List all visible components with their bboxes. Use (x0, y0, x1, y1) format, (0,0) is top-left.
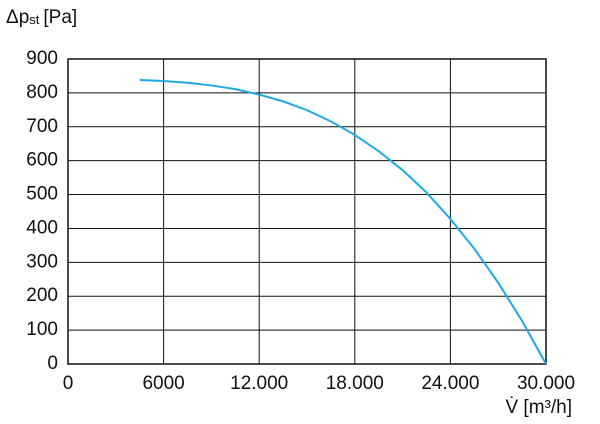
y-tick-label: 300 (26, 251, 58, 272)
x-tick-label: 24.000 (421, 373, 479, 394)
y-tick-label: 0 (47, 353, 58, 374)
y-label-unit: [Pa] (43, 7, 77, 28)
y-tick-label: 700 (26, 116, 58, 137)
y-tick-label: 100 (26, 319, 58, 340)
x-tick-label: 30.000 (517, 373, 575, 394)
y-tick-label: 400 (26, 217, 58, 238)
x-tick-label: 18.000 (326, 373, 384, 394)
x-tick-label: 6000 (142, 373, 184, 394)
y-tick-label: 900 (26, 48, 58, 69)
y-label-subscript: st (29, 12, 40, 27)
x-tick-label: 0 (63, 373, 74, 394)
y-tick-label: 200 (26, 285, 58, 306)
y-tick-label: 500 (26, 184, 58, 205)
y-axis-label: Δpst [Pa] (6, 7, 77, 28)
y-tick-label: 800 (26, 82, 58, 103)
x-axis-label: V̇ [m³/h] (505, 397, 572, 418)
curve (139, 79, 547, 365)
plot-frame (67, 58, 547, 365)
y-tick-label: 600 (26, 150, 58, 171)
y-label-symbol: Δp (6, 7, 29, 28)
x-tick-label: 12.000 (230, 373, 288, 394)
